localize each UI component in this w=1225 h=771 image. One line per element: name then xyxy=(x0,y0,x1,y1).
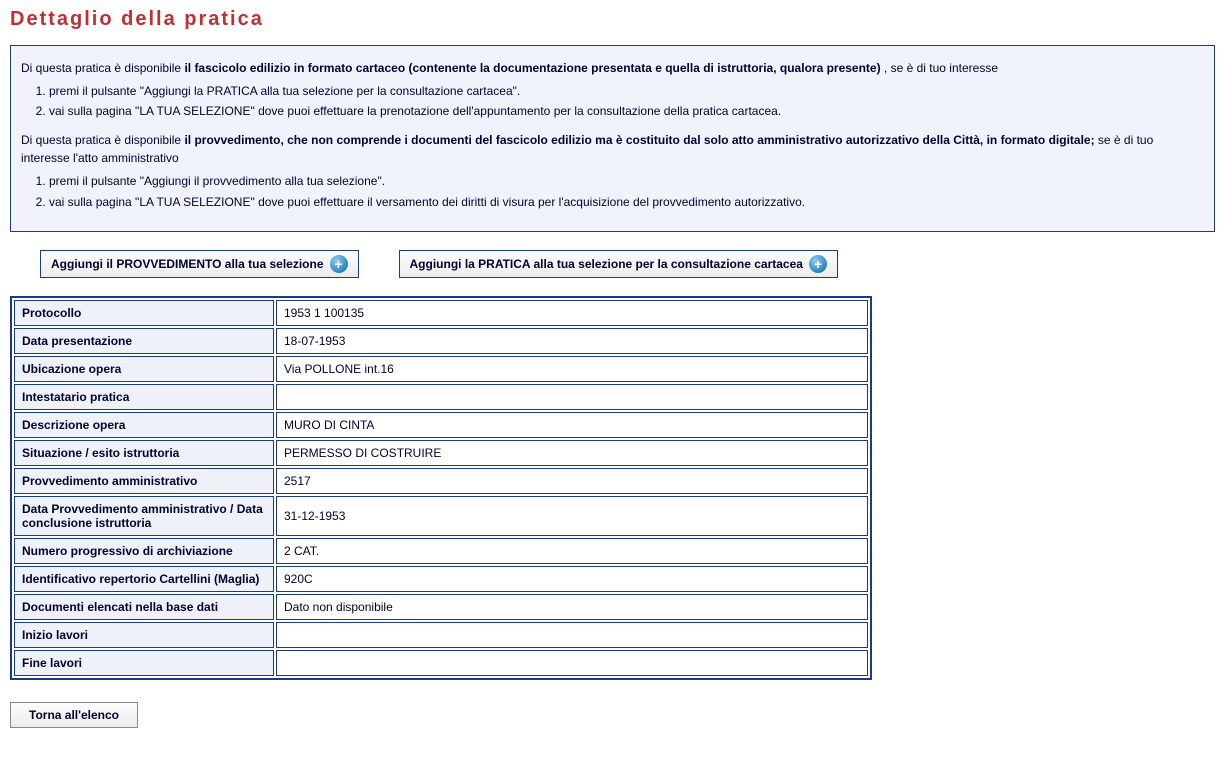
detail-label: Data presentazione xyxy=(14,328,274,354)
table-row: Documenti elencati nella base datiDato n… xyxy=(14,594,868,620)
detail-value: 18-07-1953 xyxy=(276,328,868,354)
detail-label: Provvedimento amministrativo xyxy=(14,468,274,494)
info-text-bold: il provvedimento, che non comprende i do… xyxy=(184,133,1094,147)
page-title: Dettaglio della pratica xyxy=(10,8,1215,31)
detail-label: Descrizione opera xyxy=(14,412,274,438)
table-row: Identificativo repertorio Cartellini (Ma… xyxy=(14,566,868,592)
table-row: Fine lavori xyxy=(14,650,868,676)
detail-label: Ubicazione opera xyxy=(14,356,274,382)
info-list-item: vai sulla pagina "LA TUA SELEZIONE" dove… xyxy=(49,102,1204,121)
table-row: Protocollo1953 1 100135 xyxy=(14,300,868,326)
info-paragraph-1: Di questa pratica è disponibile il fasci… xyxy=(21,59,1204,78)
detail-value xyxy=(276,650,868,676)
detail-label: Data Provvedimento amministrativo / Data… xyxy=(14,496,274,536)
detail-value: 920C xyxy=(276,566,868,592)
info-text: Di questa pratica è disponibile xyxy=(21,133,184,147)
detail-label: Situazione / esito istruttoria xyxy=(14,440,274,466)
add-provvedimento-button[interactable]: Aggiungi il PROVVEDIMENTO alla tua selez… xyxy=(40,250,359,278)
table-row: Intestatario pratica xyxy=(14,384,868,410)
detail-value: 2517 xyxy=(276,468,868,494)
table-row: Data presentazione18-07-1953 xyxy=(14,328,868,354)
button-label: Aggiungi il PROVVEDIMENTO alla tua selez… xyxy=(51,257,324,271)
info-list-item: premi il pulsante "Aggiungi la PRATICA a… xyxy=(49,82,1204,101)
info-list-2: premi il pulsante "Aggiungi il provvedim… xyxy=(41,172,1204,211)
table-row: Numero progressivo di archiviazione2 CAT… xyxy=(14,538,868,564)
table-row: Inizio lavori xyxy=(14,622,868,648)
detail-label: Inizio lavori xyxy=(14,622,274,648)
detail-value: Via POLLONE int.16 xyxy=(276,356,868,382)
detail-label: Documenti elencati nella base dati xyxy=(14,594,274,620)
detail-value xyxy=(276,384,868,410)
add-pratica-button[interactable]: Aggiungi la PRATICA alla tua selezione p… xyxy=(399,250,838,278)
detail-value: Dato non disponibile xyxy=(276,594,868,620)
info-list-1: premi il pulsante "Aggiungi la PRATICA a… xyxy=(41,82,1204,121)
table-row: Ubicazione operaVia POLLONE int.16 xyxy=(14,356,868,382)
detail-label: Identificativo repertorio Cartellini (Ma… xyxy=(14,566,274,592)
info-text: , se è di tuo interesse xyxy=(881,61,998,75)
action-bar: Aggiungi il PROVVEDIMENTO alla tua selez… xyxy=(40,250,1215,278)
detail-label: Fine lavori xyxy=(14,650,274,676)
plus-icon: + xyxy=(330,255,348,273)
detail-value xyxy=(276,622,868,648)
detail-label: Numero progressivo di archiviazione xyxy=(14,538,274,564)
table-row: Situazione / esito istruttoriaPERMESSO D… xyxy=(14,440,868,466)
details-table: Protocollo1953 1 100135Data presentazion… xyxy=(10,296,872,680)
detail-label: Intestatario pratica xyxy=(14,384,274,410)
info-text: Di questa pratica è disponibile xyxy=(21,61,184,75)
back-button[interactable]: Torna all'elenco xyxy=(10,702,138,728)
plus-icon: + xyxy=(809,255,827,273)
info-text-bold: il fascicolo edilizio in formato cartace… xyxy=(184,61,880,75)
info-paragraph-2: Di questa pratica è disponibile il provv… xyxy=(21,131,1204,168)
info-list-item: vai sulla pagina "LA TUA SELEZIONE" dove… xyxy=(49,193,1204,212)
info-list-item: premi il pulsante "Aggiungi il provvedim… xyxy=(49,172,1204,191)
detail-value: MURO DI CINTA xyxy=(276,412,868,438)
button-label: Aggiungi la PRATICA alla tua selezione p… xyxy=(410,257,803,271)
detail-value: PERMESSO DI COSTRUIRE xyxy=(276,440,868,466)
detail-value: 2 CAT. xyxy=(276,538,868,564)
detail-value: 31-12-1953 xyxy=(276,496,868,536)
table-row: Data Provvedimento amministrativo / Data… xyxy=(14,496,868,536)
table-row: Provvedimento amministrativo2517 xyxy=(14,468,868,494)
table-row: Descrizione operaMURO DI CINTA xyxy=(14,412,868,438)
info-box: Di questa pratica è disponibile il fasci… xyxy=(10,45,1215,232)
detail-value: 1953 1 100135 xyxy=(276,300,868,326)
detail-label: Protocollo xyxy=(14,300,274,326)
